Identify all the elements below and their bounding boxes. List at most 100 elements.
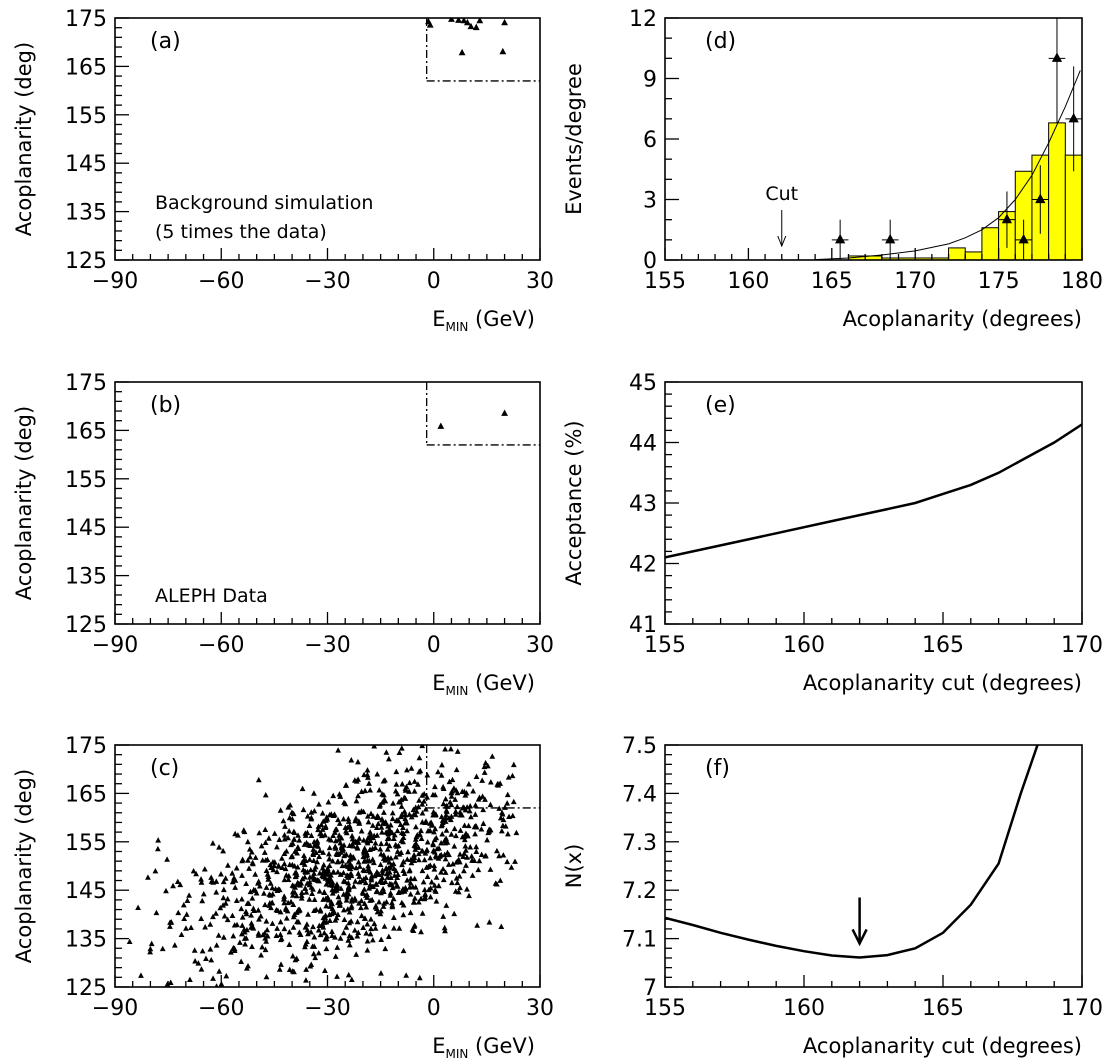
scatter-point (449, 788, 455, 794)
scatter-point (303, 966, 310, 972)
x-axis-label: Acoplanarity cut (degrees) (803, 671, 1082, 695)
scatter-point (431, 849, 438, 855)
panel-tag: (d) (705, 29, 736, 54)
scatter-point (309, 943, 316, 949)
scatter-point (431, 862, 438, 869)
scatter-point (413, 840, 419, 846)
scatter-point (154, 845, 161, 852)
scatter-point (337, 839, 344, 846)
scatter-point (285, 876, 292, 882)
scatter-point (291, 968, 297, 975)
scatter-point (350, 838, 357, 845)
histogram-bar (1048, 122, 1066, 260)
scatter-point (348, 757, 355, 763)
x-tick-label: −60 (198, 269, 244, 294)
y-tick-label: 165 (65, 55, 107, 80)
scatter-point (447, 816, 454, 823)
scatter-point (371, 920, 378, 927)
scatter-point (367, 897, 374, 903)
scatter-point (397, 821, 404, 828)
scatter-point (255, 880, 261, 886)
scatter-point (381, 923, 388, 929)
scatter-point (385, 854, 391, 861)
scatter-point (398, 813, 405, 820)
scatter-point (466, 892, 472, 899)
scatter-point (501, 409, 508, 416)
scatter-point (324, 816, 331, 822)
scatter-point (451, 825, 458, 832)
scatter-point (329, 905, 336, 912)
scatter-point (320, 861, 327, 868)
annotation-text: (5 times the data) (155, 221, 327, 243)
scatter-point (475, 866, 482, 873)
y-axis-label: Events/degree (562, 63, 586, 215)
scatter-point (321, 889, 328, 895)
scatter-point (209, 840, 216, 846)
x-tick-label: 170 (894, 269, 936, 294)
scatter-point (475, 796, 482, 802)
scatter-point (391, 872, 398, 878)
x-axis-label-subscript: MIN (446, 320, 469, 334)
scatter-point (220, 894, 227, 901)
scatter-point (310, 846, 317, 852)
scatter-point (335, 911, 341, 917)
scatter-point (274, 925, 281, 931)
scatter-point (183, 911, 190, 917)
scatter-point (334, 944, 341, 950)
scatter-point (316, 853, 323, 860)
scatter-point (498, 923, 505, 929)
scatter-point (424, 772, 431, 778)
scatter-point (198, 879, 205, 885)
scatter-point (421, 891, 428, 898)
data-marker (835, 233, 846, 244)
scatter-point (340, 906, 347, 913)
panel-b: −90 −60 −30 0 30 125 135 145 155 165 175 Acoplanari… (12, 371, 554, 698)
y-tick-label: 135 (65, 565, 107, 590)
x-tick-label: 155 (644, 269, 686, 294)
scatter-point (317, 908, 324, 914)
scatter-point (445, 861, 452, 867)
scatter-point (349, 832, 355, 839)
scatter-point (461, 867, 467, 874)
scatter-point (415, 899, 422, 905)
scatter-point (286, 828, 293, 834)
scatter-point (274, 843, 280, 850)
scatter-point (361, 867, 368, 874)
scatter-point (337, 871, 344, 877)
scatter-point (433, 898, 440, 904)
scatter-point (310, 950, 317, 957)
scatter-point (332, 829, 338, 835)
scatter-point (177, 881, 184, 888)
scatter-point (267, 880, 274, 886)
scatter-point (238, 905, 245, 912)
scatter-point (343, 829, 350, 836)
scatter-point (472, 23, 480, 31)
y-tick-label: 7.1 (622, 928, 657, 953)
scatter-point (269, 920, 276, 926)
scatter-point (457, 827, 464, 833)
scatter-point (322, 824, 329, 830)
scatter-point (383, 840, 390, 846)
scatter-point (345, 874, 352, 880)
scatter-point (453, 859, 460, 865)
scatter-point (438, 813, 445, 820)
scatter-point (407, 909, 414, 916)
scatter-point (362, 915, 368, 921)
panel-c: −90 −60 −30 0 30 125 135 145 155 165 175 Acoplanari… (12, 734, 554, 1060)
data-marker (1018, 233, 1029, 244)
scatter-point (424, 839, 431, 845)
scatter-point (250, 924, 256, 930)
scatter-point (387, 892, 394, 898)
scatter-point (163, 887, 169, 894)
scatter-point (355, 839, 362, 845)
scatter-point (289, 953, 296, 959)
scatter-point (363, 852, 370, 859)
scatter-point (428, 879, 435, 885)
scatter-point (367, 930, 374, 937)
scatter-point (312, 954, 319, 961)
scatter-point (447, 745, 454, 752)
scatter-point (221, 913, 228, 919)
scatter-point (198, 876, 204, 882)
scatter-point (269, 884, 276, 891)
scatter-point (252, 871, 259, 877)
